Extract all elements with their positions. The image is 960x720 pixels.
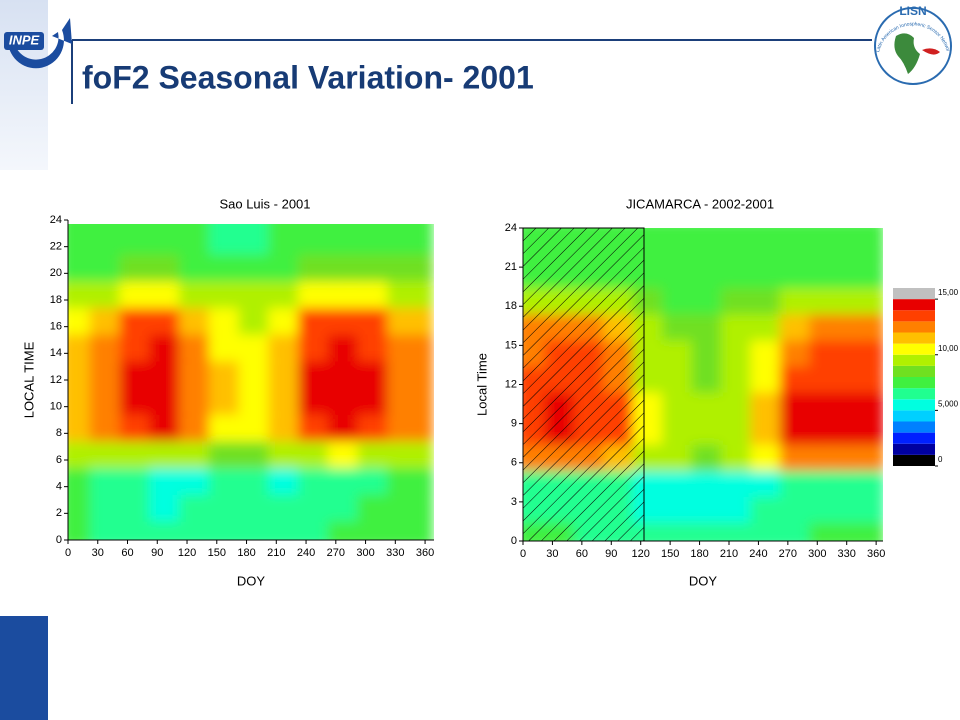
- heatmap-cell: [838, 228, 883, 263]
- y-tick-label: 0: [56, 534, 62, 546]
- chart-title: Sao Luis - 2001: [219, 196, 310, 211]
- x-tick-label: 270: [327, 547, 345, 559]
- colorbar-block: [893, 377, 935, 389]
- x-tick-label: 90: [605, 548, 617, 560]
- colorbar-block: [893, 365, 935, 377]
- colorbar-block: [893, 432, 935, 444]
- x-tick-label: 270: [779, 548, 797, 560]
- y-tick-label: 15: [505, 339, 517, 351]
- heatmap-area: [68, 224, 434, 540]
- plots: 0 30 60 90 120 150 180 210 240 270 300 330 360024681…: [21, 196, 885, 588]
- side-strip: [0, 0, 48, 170]
- x-tick-label: 0: [520, 548, 526, 560]
- colorbar-tick-label: 10,00: [938, 344, 959, 353]
- x-tick-label: 180: [237, 547, 255, 559]
- colorbar-block: [893, 399, 935, 411]
- y-tick-label: 24: [505, 222, 517, 234]
- y-axis-label: Local Time: [474, 353, 489, 416]
- colorbar-tick-label: 5,000: [938, 399, 959, 408]
- colorbar-block: [893, 321, 935, 333]
- colorbar-block: [893, 421, 935, 433]
- inpe-logo: INPE: [4, 18, 72, 69]
- y-tick-label: 10: [50, 401, 62, 413]
- x-tick-label: 150: [208, 547, 226, 559]
- y-tick-label: 20: [50, 267, 62, 279]
- x-tick-label: 30: [92, 547, 104, 559]
- x-tick-label: 90: [151, 547, 163, 559]
- y-tick-label: 16: [50, 321, 62, 333]
- x-axis-label: DOY: [689, 573, 718, 588]
- y-tick-label: 0: [511, 535, 517, 547]
- y-tick-label: 14: [50, 347, 62, 359]
- colorbar-block: [893, 310, 935, 322]
- y-tick-label: 3: [511, 496, 517, 508]
- slide-title: foF2 Seasonal Variation- 2001: [82, 59, 534, 95]
- y-axis-label: LOCAL TIME: [21, 341, 36, 418]
- heatmap-cell: [387, 224, 434, 255]
- x-tick-label: 120: [178, 547, 196, 559]
- y-tick-label: 2: [56, 507, 62, 519]
- x-axis-label: DOY: [237, 573, 266, 588]
- colorbar-tick-label: 0: [938, 455, 943, 464]
- colorbar-block: [893, 454, 935, 466]
- x-tick-label: 180: [690, 548, 708, 560]
- x-tick-label: 330: [838, 548, 856, 560]
- y-tick-label: 8: [56, 427, 62, 439]
- colorbar-block: [893, 410, 935, 422]
- x-tick-label: 60: [576, 548, 588, 560]
- x-tick-label: 360: [416, 547, 434, 559]
- x-tick-label: 360: [867, 548, 885, 560]
- y-tick-label: 6: [511, 457, 517, 469]
- colorbar-tick-label: 15,00: [938, 288, 959, 297]
- logo-text: INPE: [9, 32, 40, 47]
- colorbar-block: [893, 332, 935, 344]
- colorbar-block: [893, 354, 935, 366]
- colorbar-block: [893, 343, 935, 355]
- x-tick-label: 210: [720, 548, 738, 560]
- heatmap-cells: [68, 224, 434, 540]
- logo-caption-text: Latin American Ionospheric Sensor Networ…: [0, 0, 951, 53]
- y-tick-label: 18: [505, 300, 517, 312]
- colorbar-block: [893, 299, 935, 311]
- x-tick-label: 240: [297, 547, 315, 559]
- y-tick-label: 22: [50, 241, 62, 253]
- y-tick-label: 6: [56, 454, 62, 466]
- y-tick-label: 12: [505, 378, 517, 390]
- x-tick-label: 60: [121, 547, 133, 559]
- chart-title: JICAMARCA - 2002-2001: [626, 196, 774, 211]
- x-tick-label: 0: [65, 547, 71, 559]
- colorbar-block: [893, 443, 935, 455]
- x-tick-label: 240: [749, 548, 767, 560]
- x-tick-label: 150: [661, 548, 679, 560]
- colorbar: 15,00 10,00 5,000 0: [893, 288, 959, 467]
- x-tick-label: 210: [267, 547, 285, 559]
- y-tick-label: 4: [56, 481, 62, 493]
- y-tick-label: 18: [50, 294, 62, 306]
- y-tick-label: 12: [50, 374, 62, 386]
- logo-text: LISN: [899, 4, 926, 18]
- side-block: [0, 616, 48, 720]
- x-tick-label: 120: [632, 548, 650, 560]
- y-tick-label: 21: [505, 261, 517, 273]
- y-tick-label: 9: [511, 418, 517, 430]
- x-tick-label: 330: [386, 547, 404, 559]
- x-tick-label: 300: [356, 547, 374, 559]
- colorbar-block: [893, 288, 935, 300]
- y-tick-label: 24: [50, 214, 62, 226]
- hatched-region: [522, 227, 645, 542]
- colorbar-block: [893, 388, 935, 400]
- x-tick-label: 300: [808, 548, 826, 560]
- logo-caption: Latin American Ionospheric Sensor Networ…: [0, 0, 951, 53]
- x-tick-label: 30: [546, 548, 558, 560]
